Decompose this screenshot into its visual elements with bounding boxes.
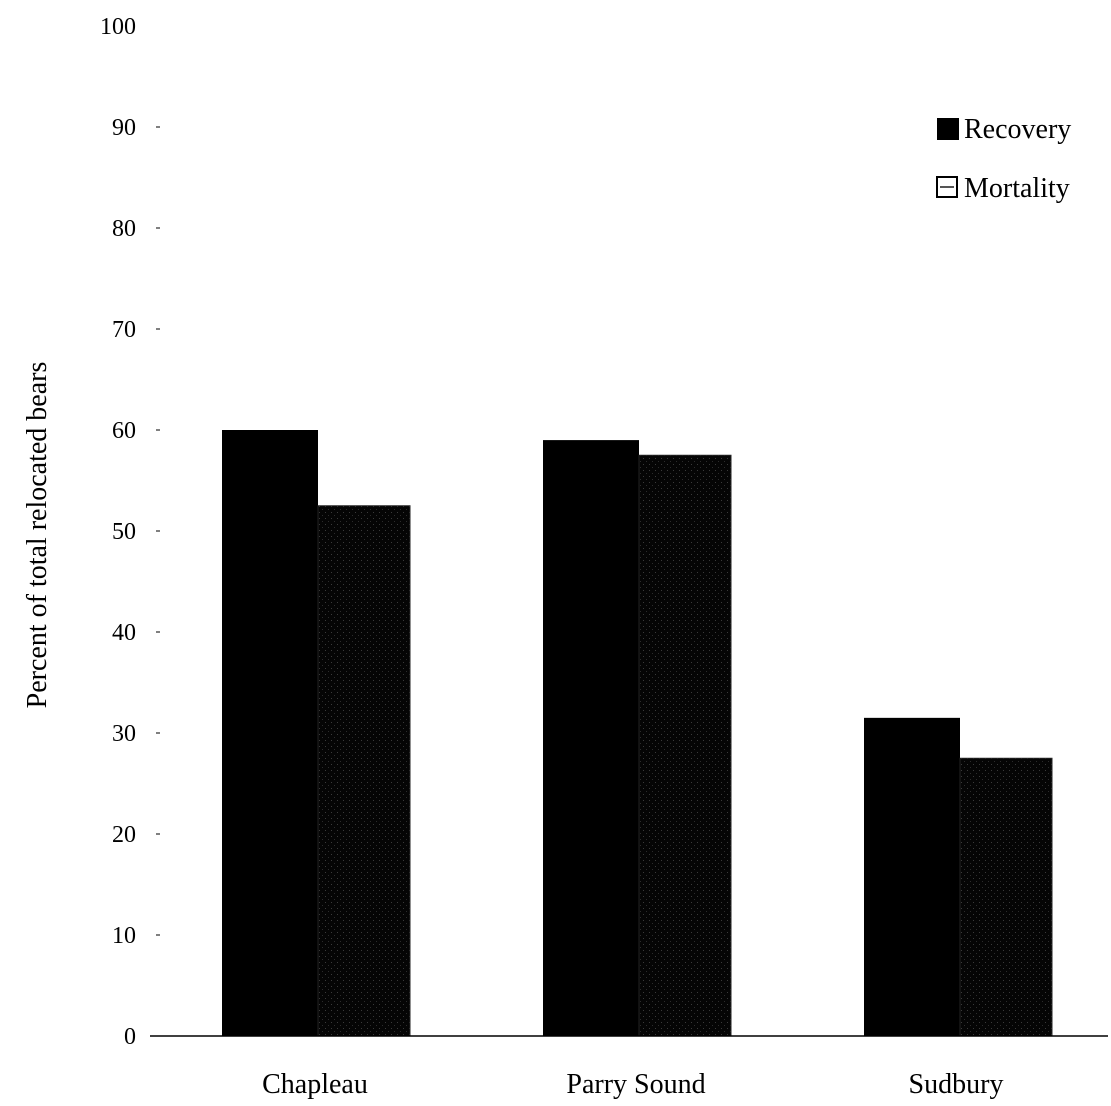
x-tick-label: Chapleau [262,1069,368,1100]
y-tick-label: 40 [112,620,136,646]
y-axis-title: Percent of total relocated bears [22,362,53,709]
legend-label-recovery: Recovery [964,114,1071,145]
y-tick-label: 0 [124,1024,136,1050]
y-axis-ticks: 0 10 20 30 40 50 60 70 80 90 100 [100,14,160,1050]
y-tick-label: 70 [112,317,136,343]
x-tick-label: Sudbury [909,1069,1004,1100]
legend-label-mortality: Mortality [964,173,1070,204]
x-axis-labels: Chapleau Parry Sound Sudbury [262,1069,1003,1100]
bar-recovery-parry-sound [543,440,639,1037]
bar-mortality-sudbury [959,757,1053,1037]
bars-group [222,430,1053,1037]
y-tick-label: 90 [112,115,136,141]
x-tick-label: Parry Sound [566,1069,705,1100]
bar-recovery-chapleau [222,430,318,1036]
y-tick-label: 60 [112,418,136,444]
y-tick-label: 10 [112,923,136,949]
y-tick-label: 20 [112,822,136,848]
y-tick-label: 50 [112,519,136,545]
y-tick-label: 80 [112,216,136,242]
legend-swatch-recovery [937,118,959,140]
bar-recovery-sudbury [864,717,960,1036]
y-tick-label: 100 [100,14,136,40]
legend: Recovery Mortality [936,114,1071,204]
bar-mortality-parry-sound [638,454,732,1037]
y-tick-label: 30 [112,721,136,747]
bar-mortality-chapleau [317,505,411,1037]
